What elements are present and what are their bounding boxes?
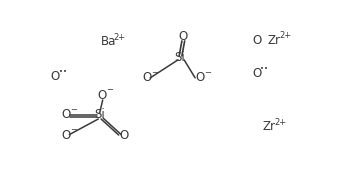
Text: −: −: [70, 105, 77, 114]
Text: −: −: [106, 86, 113, 94]
Text: O: O: [120, 129, 129, 142]
Text: ••: ••: [59, 69, 67, 75]
Text: Si: Si: [175, 51, 185, 64]
Text: O: O: [62, 129, 71, 142]
Text: O: O: [142, 71, 152, 84]
Text: Zr: Zr: [262, 120, 276, 133]
Text: O: O: [252, 67, 261, 80]
Text: 2+: 2+: [274, 118, 286, 127]
Text: O: O: [51, 70, 60, 83]
Text: O: O: [178, 30, 187, 43]
Text: Ba: Ba: [101, 35, 116, 47]
Text: Zr: Zr: [267, 33, 281, 46]
Text: O: O: [98, 89, 107, 102]
Text: −: −: [70, 126, 77, 135]
Text: O: O: [196, 71, 205, 84]
Text: −: −: [204, 68, 211, 77]
Text: −: −: [151, 68, 158, 77]
Text: Si: Si: [95, 108, 105, 121]
Text: O: O: [62, 108, 71, 121]
Text: O: O: [252, 33, 261, 46]
Text: 2+: 2+: [113, 33, 125, 42]
Text: 2+: 2+: [279, 31, 291, 40]
Text: ••: ••: [260, 66, 268, 72]
